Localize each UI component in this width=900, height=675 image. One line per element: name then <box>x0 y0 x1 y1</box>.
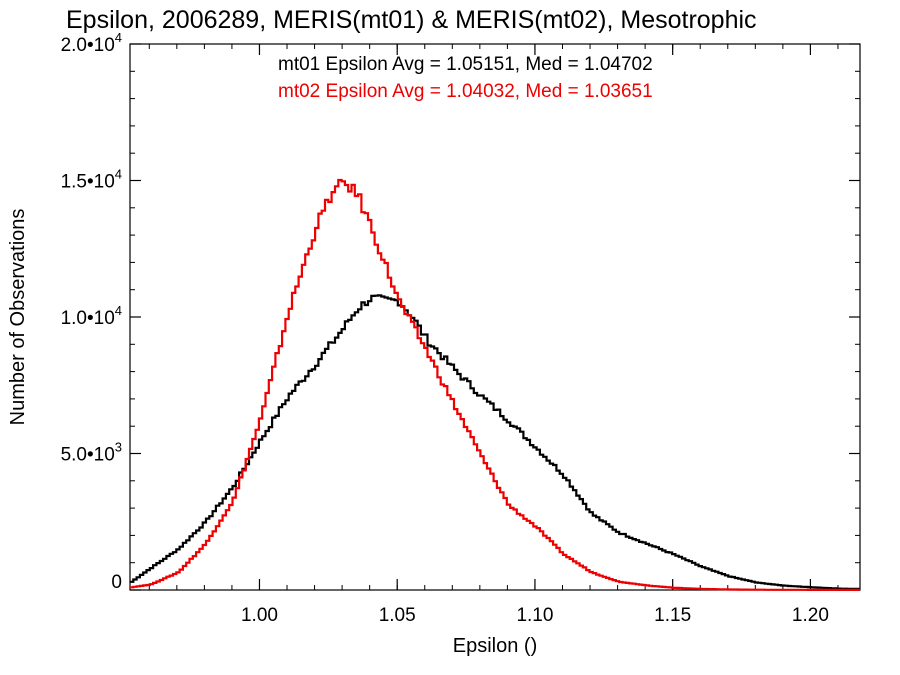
x-axis-ticks: 1.00 1.05 1.10 1.15 1.20 <box>241 44 829 626</box>
y-tick-label: 1.0•104 <box>61 303 122 329</box>
x-axis-label: Epsilon () <box>453 635 537 657</box>
y-tick-label: 5.0•103 <box>61 440 122 466</box>
y-tick-label: 2.0•104 <box>61 30 122 56</box>
series-line-0 <box>130 294 860 590</box>
y-tick-label: 1.5•104 <box>61 167 122 193</box>
plot-frame <box>129 43 861 591</box>
minor-ticks <box>130 44 860 590</box>
legend-mt02: mt02 Epsilon Avg = 1.04032, Med = 1.0365… <box>278 81 653 102</box>
y-axis-ticks: 0 5.0•103 1.0•104 1.5•104 2.0•104 <box>61 30 860 593</box>
legend-mt01: mt01 Epsilon Avg = 1.05151, Med = 1.0470… <box>278 54 653 75</box>
x-tick-label: 1.20 <box>792 605 829 626</box>
chart-title: Epsilon, 2006289, MERIS(mt01) & MERIS(mt… <box>66 6 757 34</box>
x-tick-label: 1.00 <box>241 605 278 626</box>
y-tick-label: 0 <box>111 572 122 593</box>
x-tick-label: 1.10 <box>516 605 553 626</box>
series-layer <box>130 178 860 591</box>
x-tick-label: 1.15 <box>654 605 691 626</box>
series-line-1 <box>130 178 860 591</box>
x-tick-label: 1.05 <box>379 605 416 626</box>
y-axis-label: Number of Observations <box>7 209 29 426</box>
